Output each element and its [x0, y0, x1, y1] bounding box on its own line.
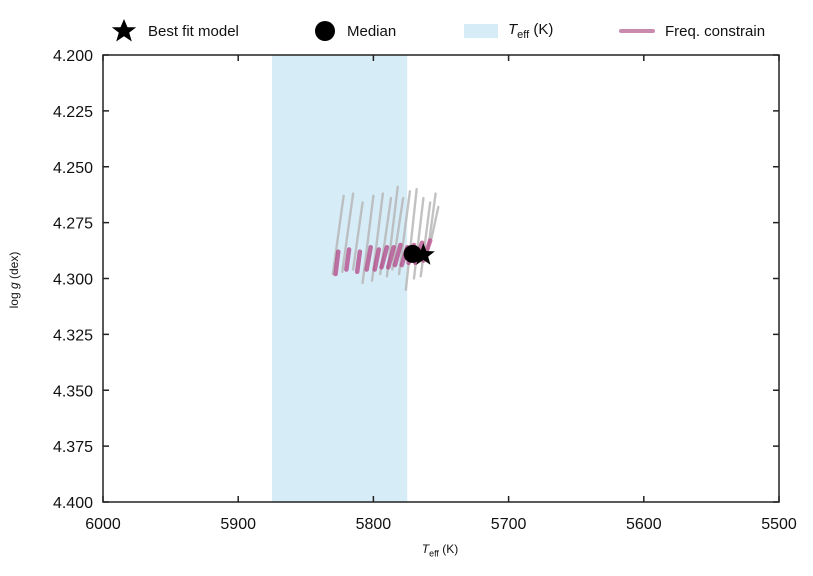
y-tick-label-6: 4.350: [53, 383, 93, 400]
gray-track-2: [351, 201, 364, 271]
y-axis-label: log g (dex): [7, 251, 21, 309]
freq-track-5: [379, 244, 390, 270]
x-tick-label-1: 5900: [220, 516, 256, 533]
y-tick-label-3: 4.275: [53, 216, 93, 233]
gray-track-13: [430, 205, 440, 240]
legend-best-fit-label: Best fit model: [148, 22, 239, 40]
y-tick-label-5: 4.325: [53, 327, 93, 344]
gray-track-1: [341, 192, 355, 273]
gray-track-9: [404, 187, 418, 291]
freq-track-1: [344, 247, 352, 272]
gray-track-11: [419, 201, 432, 278]
legend-freq: Freq. constrain: [619, 18, 765, 44]
legend-teff: Teff (K): [464, 18, 553, 44]
x-tick-label-5: 5500: [761, 516, 797, 533]
star-icon: [111, 19, 137, 42]
legend-median: Median: [313, 18, 396, 44]
y-tick-label-7: 4.375: [53, 439, 93, 456]
x-tick-label-0: 6000: [85, 516, 121, 533]
circle-icon: [315, 21, 335, 41]
teff-band: [272, 55, 408, 502]
axes-frame: [102, 54, 780, 503]
gray-track-7: [391, 196, 405, 271]
x-tick-label-2: 5800: [356, 516, 392, 533]
y-tick-label-0: 4.200: [53, 48, 93, 65]
x-axis-label: Teff (K): [421, 542, 459, 559]
gray-track-8: [397, 190, 412, 276]
y-tick-label-2: 4.250: [53, 160, 93, 177]
teff-band-swatch: [464, 24, 498, 38]
freq-track-3: [364, 244, 373, 272]
best-fit-star: [412, 243, 435, 265]
y-tick-label-1: 4.225: [53, 104, 93, 121]
gray-track-0: [331, 194, 345, 276]
median-point: [403, 244, 422, 263]
freq-track-7: [392, 242, 403, 268]
freq-track-4: [372, 247, 382, 272]
legend: Best fit model Median Teff (K) Freq. con…: [0, 18, 813, 44]
legend-best-fit: Best fit model: [110, 18, 239, 44]
freq-track-0: [333, 249, 341, 277]
y-tick-label-8: 4.400: [53, 495, 93, 512]
legend-median-label: Median: [347, 22, 397, 40]
freq-track-2: [354, 249, 363, 275]
legend-freq-label: Freq. constrain: [665, 22, 766, 40]
freq-line-swatch: [619, 29, 655, 33]
gray-track-3: [361, 194, 375, 285]
x-tick-label-4: 5600: [626, 516, 662, 533]
y-tick-label-4: 4.300: [53, 272, 93, 289]
legend-teff-label: Teff (K): [508, 21, 554, 41]
freq-track-6: [386, 244, 396, 270]
x-tick-label-3: 5700: [491, 516, 527, 533]
